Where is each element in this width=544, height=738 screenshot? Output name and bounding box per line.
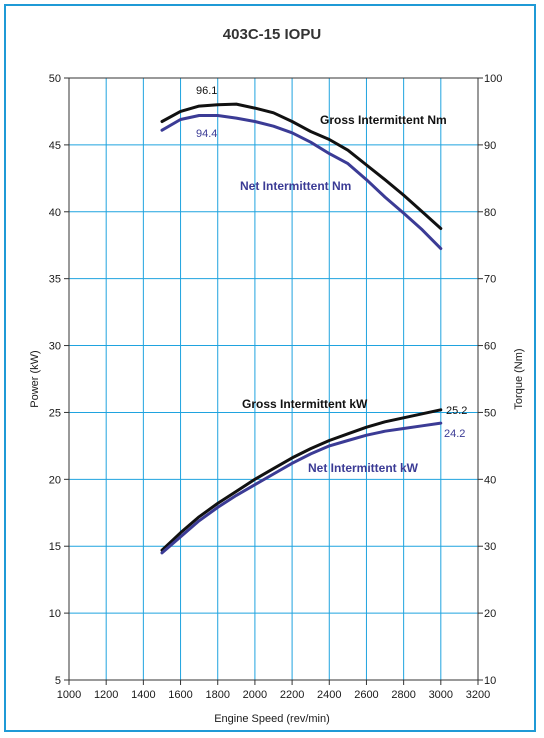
y-tick-label-7: 40	[49, 207, 61, 219]
y-axis-label-left: Power (kW)	[29, 350, 41, 407]
y-tick-label-6: 35	[49, 274, 61, 286]
x-tick-label-11: 3200	[466, 689, 490, 701]
y-tick-label-5: 30	[49, 341, 61, 353]
series-lines	[160, 102, 443, 555]
x-axis-label: Engine Speed (rev/min)	[214, 713, 330, 725]
series-line-3	[160, 421, 443, 555]
chart-title: 403C-15 IOPU	[223, 26, 321, 43]
x-tick-label-4: 1800	[205, 689, 229, 701]
x-tick-label-8: 2600	[354, 689, 378, 701]
y2-tick-label-0: 10	[484, 675, 496, 687]
x-tick-label-9: 2800	[391, 689, 415, 701]
y2-tick-label-7: 80	[484, 207, 496, 219]
annotation-net-nm-peak: 94.4	[196, 128, 217, 140]
x-tick-label-10: 3000	[429, 689, 453, 701]
y-tick-label-3: 20	[49, 474, 61, 486]
tick-labels: 1000 1200 1400 1600 1800 2000 2200 2400 2600 2800…	[49, 73, 503, 701]
x-tick-label-7: 2400	[317, 689, 341, 701]
plot-area-border	[68, 77, 479, 681]
x-tick-label-2: 1400	[131, 689, 155, 701]
annotation-gross-kw-end: 25.2	[446, 405, 467, 417]
y2-tick-label-8: 90	[484, 140, 496, 152]
grid-lines	[69, 78, 478, 680]
x-tick-label-1: 1200	[94, 689, 118, 701]
series-label-net-nm: Net Intermittent Nm	[240, 179, 351, 193]
y-axis-label-right: Torque (Nm)	[513, 348, 525, 409]
annotation-net-kw-end: 24.2	[444, 428, 465, 440]
y2-tick-label-5: 60	[484, 341, 496, 353]
series-line-1	[160, 114, 443, 251]
x-tick-label-3: 1600	[168, 689, 192, 701]
x-tick-label-0: 1000	[57, 689, 81, 701]
x-tick-label-5: 2000	[243, 689, 267, 701]
series-label-gross-kw: Gross Intermittent kW	[242, 397, 368, 411]
y2-tick-label-1: 20	[484, 608, 496, 620]
annotation-gross-nm-peak: 96.1	[196, 85, 217, 97]
series-line-2	[160, 408, 443, 552]
y-tick-label-2: 15	[49, 541, 61, 553]
y2-tick-label-2: 30	[484, 541, 496, 553]
series-line-0	[160, 102, 443, 230]
y-tick-label-8: 45	[49, 140, 61, 152]
series-label-gross-nm: Gross Intermittent Nm	[320, 113, 447, 127]
y2-tick-label-3: 40	[484, 474, 496, 486]
y2-tick-label-4: 50	[484, 407, 496, 419]
series-label-net-kw: Net Intermittent kW	[308, 461, 419, 475]
x-tick-label-6: 2200	[280, 689, 304, 701]
y-tick-label-1: 10	[49, 608, 61, 620]
y2-tick-label-6: 70	[484, 274, 496, 286]
y2-tick-label-9: 100	[484, 73, 502, 85]
y-tick-label-9: 50	[49, 73, 61, 85]
y-tick-label-4: 25	[49, 407, 61, 419]
y-tick-label-0: 5	[55, 675, 61, 687]
